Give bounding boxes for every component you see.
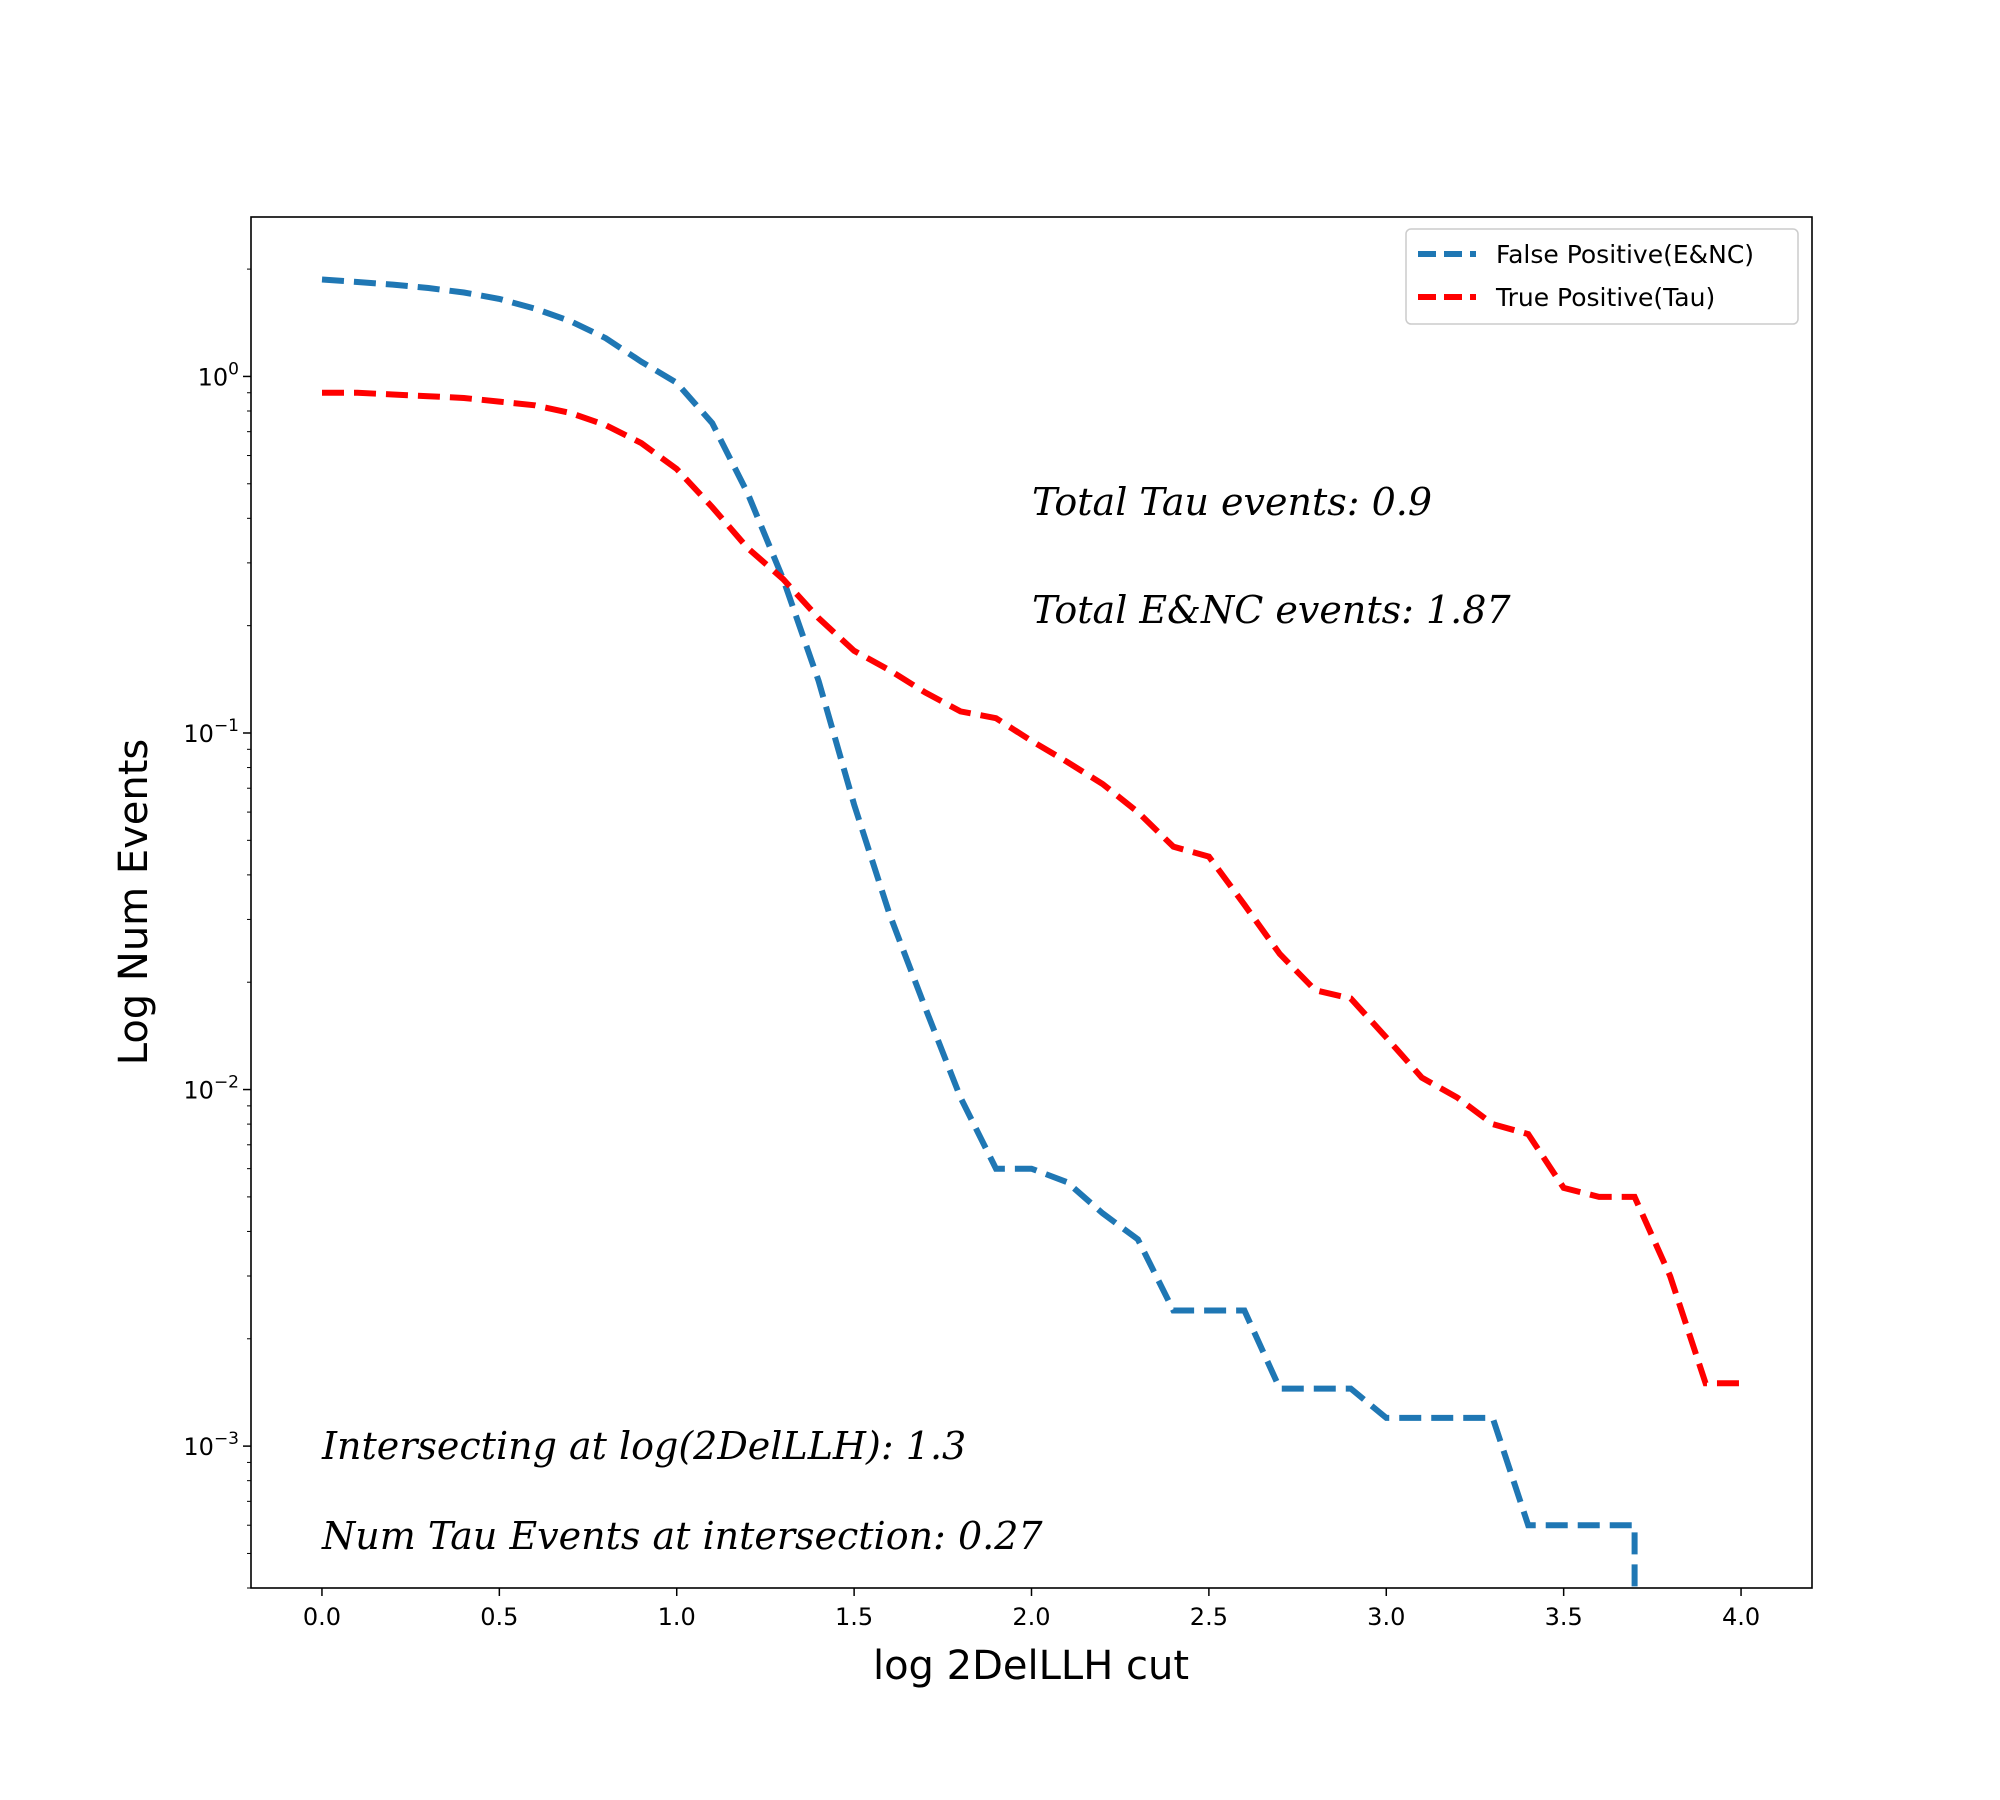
annotation-total-tau: Total Tau events: 0.9 [1032,480,1432,524]
legend-label-false-positive: False Positive(E&NC) [1496,240,1754,269]
x-axis-ticks: 0.0 0.5 1.0 1.5 2.0 2.5 3.0 3.5 4.0 [303,1588,1760,1631]
x-tick-label: 4.0 [1722,1603,1760,1631]
legend-label-true-positive: True Positive(Tau) [1495,283,1715,312]
annotation-intersection: Intersecting at log(2DelLLH): 1.3 [321,1424,966,1468]
x-tick-label: 2.5 [1190,1603,1228,1631]
x-tick-label: 0.0 [303,1603,341,1631]
y-axis-label: Log Num Events [111,739,157,1066]
annotation-total-enc: Total E&NC events: 1.87 [1032,588,1511,632]
x-tick-label: 0.5 [480,1603,518,1631]
legend-box [1405,228,1799,325]
y-axis-ticks: 100 10−1 10−2 10−3 [183,268,251,1589]
series-line-0 [321,276,1638,1588]
x-tick-label: 2.0 [1012,1603,1050,1631]
legend: False Positive(E&NC) True Positive(Tau) [1405,228,1799,325]
y-tick-label: 10−1 [183,716,239,748]
x-axis-label: log 2DelLLH cut [873,1643,1189,1689]
annotation-num-tau-intersection: Num Tau Events at intersection: 0.27 [321,1514,1043,1558]
y-tick-label: 100 [198,359,239,391]
y-tick-label: 10−2 [183,1073,239,1105]
x-tick-label: 3.0 [1367,1603,1405,1631]
y-tick-label: 10−3 [183,1429,239,1461]
x-tick-label: 3.5 [1545,1603,1583,1631]
plot-frame [250,216,1813,1589]
series-layer [321,276,1741,1588]
x-tick-label: 1.0 [658,1603,696,1631]
x-tick-label: 1.5 [835,1603,873,1631]
series-line-1 [322,389,1741,1387]
